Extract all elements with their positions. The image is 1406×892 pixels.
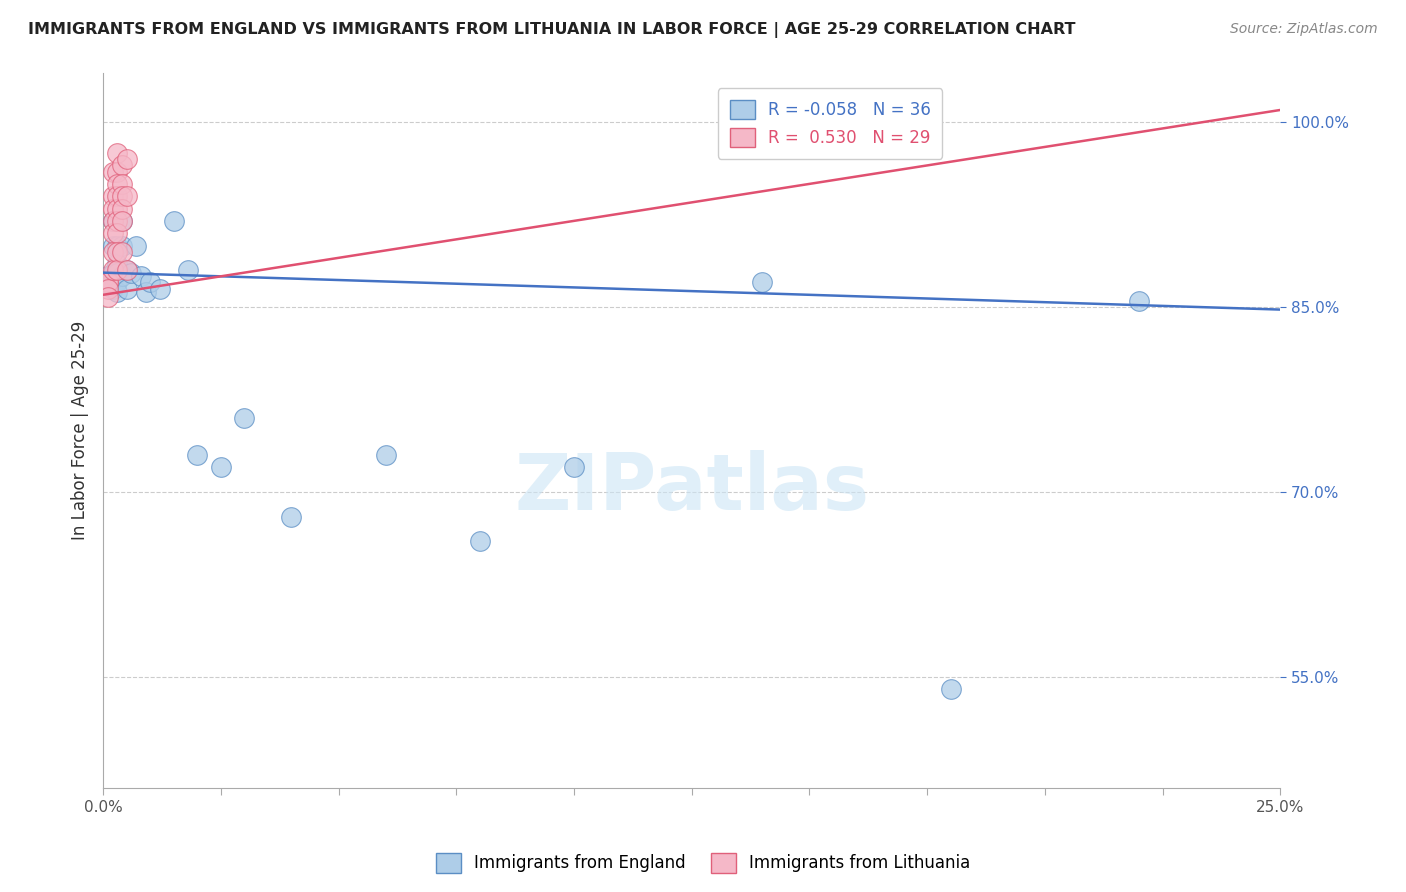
Point [186, 448, 208, 462]
Point [1128, 293, 1150, 308]
Point [105, 263, 128, 277]
Point [111, 244, 134, 259]
Point [139, 276, 162, 290]
Point [97, 273, 120, 287]
Point [97, 276, 120, 290]
Point [105, 214, 128, 228]
Point [101, 263, 124, 277]
Point [101, 214, 124, 228]
Point [97, 276, 120, 290]
Point [939, 682, 962, 697]
Point [125, 238, 148, 252]
Point [105, 177, 128, 191]
Point [101, 164, 124, 178]
Text: IMMIGRANTS FROM ENGLAND VS IMMIGRANTS FROM LITHUANIA IN LABOR FORCE | AGE 25-29 : IMMIGRANTS FROM ENGLAND VS IMMIGRANTS FR… [28, 22, 1076, 38]
Point [101, 266, 124, 280]
Point [177, 263, 200, 277]
Point [105, 257, 128, 271]
Point [105, 226, 128, 240]
Point [374, 448, 396, 462]
Point [163, 214, 186, 228]
Point [97, 282, 120, 296]
Point [101, 214, 124, 228]
Point [105, 244, 128, 259]
Point [101, 202, 124, 216]
Point [751, 276, 773, 290]
Point [120, 266, 142, 280]
Point [562, 460, 585, 475]
Point [105, 164, 128, 178]
Point [101, 226, 124, 240]
Point [101, 189, 124, 203]
Point [97, 290, 120, 304]
Point [105, 189, 128, 203]
Point [105, 266, 128, 280]
Point [105, 285, 128, 300]
Point [105, 238, 128, 252]
Point [105, 276, 128, 290]
Point [111, 177, 134, 191]
Point [209, 460, 232, 475]
Point [115, 282, 138, 296]
Point [111, 189, 134, 203]
Point [97, 269, 120, 284]
Y-axis label: In Labor Force | Age 25-29: In Labor Force | Age 25-29 [72, 321, 89, 540]
Legend: R = -0.058   N = 36, R =  0.530   N = 29: R = -0.058 N = 36, R = 0.530 N = 29 [718, 88, 942, 159]
Text: Source: ZipAtlas.com: Source: ZipAtlas.com [1230, 22, 1378, 37]
Point [134, 285, 156, 300]
Point [129, 269, 152, 284]
Point [111, 269, 134, 284]
Point [105, 202, 128, 216]
Point [115, 263, 138, 277]
Point [111, 214, 134, 228]
Point [101, 282, 124, 296]
Point [280, 509, 302, 524]
Point [111, 158, 134, 172]
Text: ZIPatlas: ZIPatlas [515, 450, 869, 525]
Point [115, 153, 138, 167]
Point [111, 214, 134, 228]
Point [101, 273, 124, 287]
Point [115, 189, 138, 203]
Point [111, 202, 134, 216]
Point [101, 244, 124, 259]
Point [101, 238, 124, 252]
Point [468, 534, 491, 549]
Point [115, 263, 138, 277]
Point [149, 282, 172, 296]
Point [233, 411, 256, 425]
Legend: Immigrants from England, Immigrants from Lithuania: Immigrants from England, Immigrants from… [429, 847, 977, 880]
Point [105, 146, 128, 161]
Point [97, 277, 120, 292]
Point [111, 238, 134, 252]
